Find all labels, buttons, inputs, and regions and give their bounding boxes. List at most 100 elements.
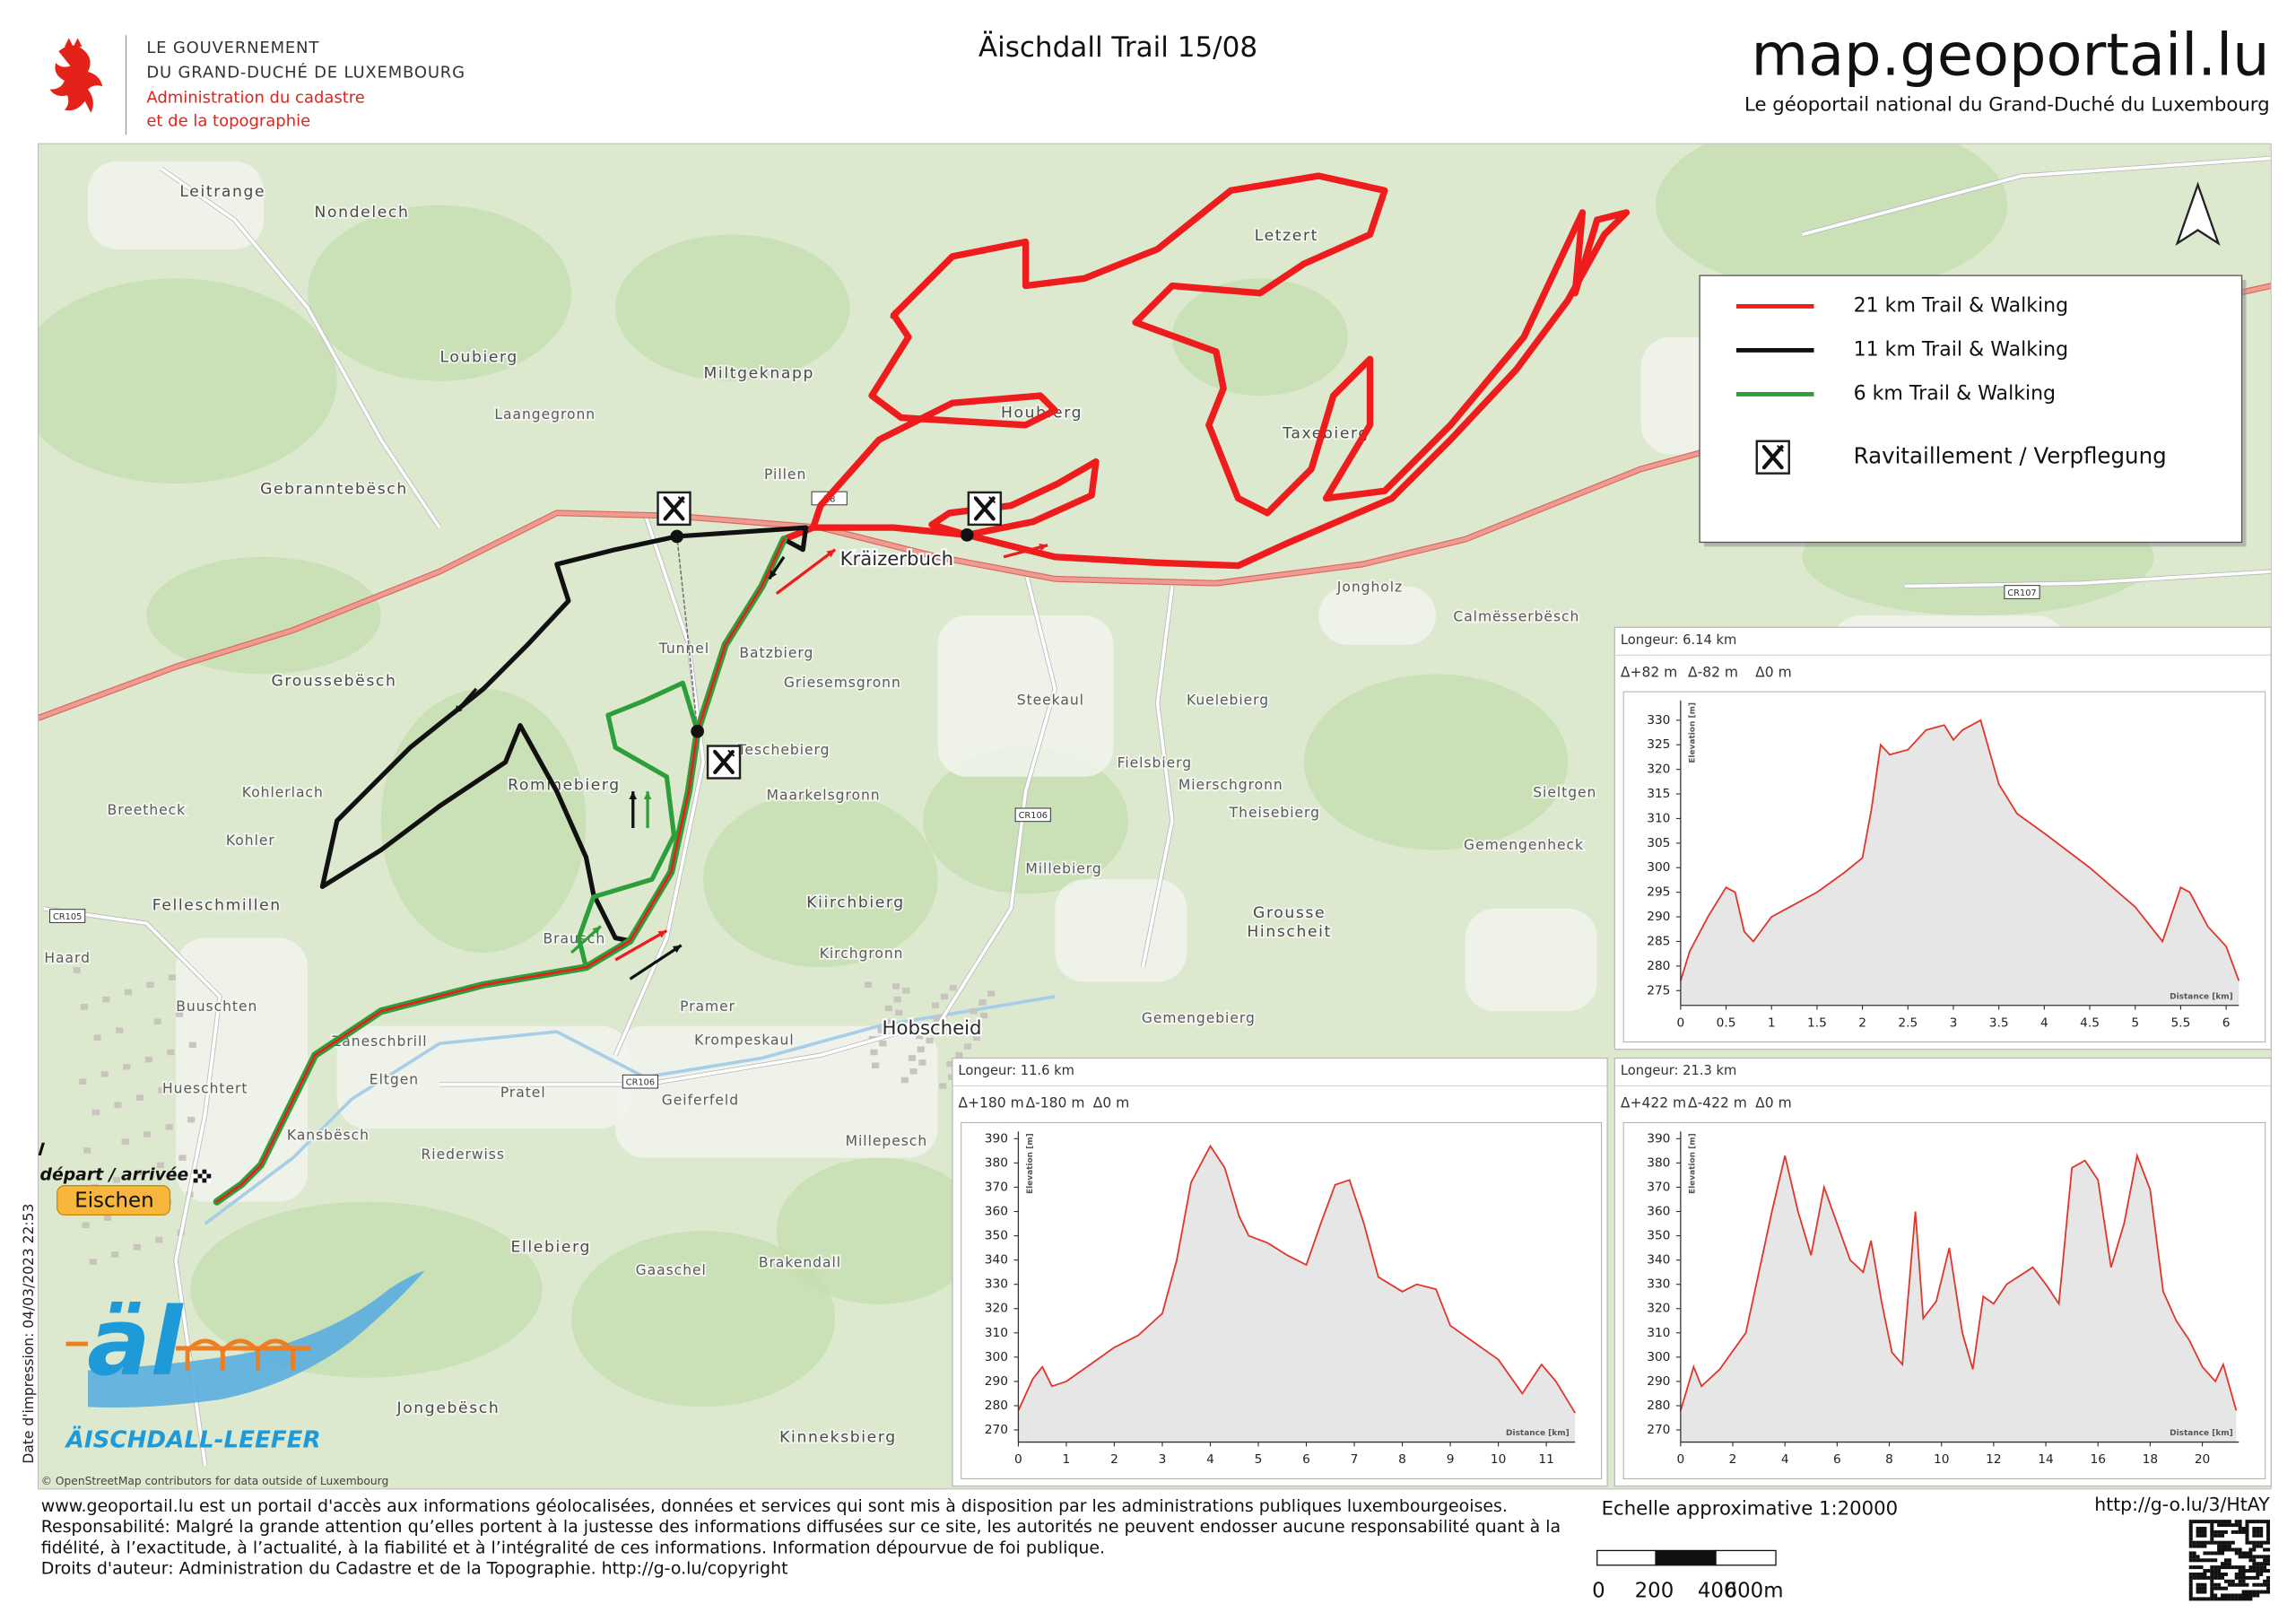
- qr-module: [2196, 1544, 2200, 1548]
- place-label: Gebranntebësch: [260, 481, 408, 499]
- place-label: Pramer: [680, 998, 735, 1015]
- qr-module: [2266, 1555, 2271, 1559]
- building: [121, 1138, 129, 1145]
- qr-module: [2238, 1551, 2242, 1556]
- qr-module: [2234, 1572, 2239, 1576]
- y-tick-label: 380: [1647, 1155, 1670, 1170]
- qr-module: [2252, 1540, 2257, 1545]
- qr-module: [2213, 1558, 2218, 1563]
- qr-module: [2221, 1540, 2225, 1545]
- qr-module: [2259, 1562, 2264, 1566]
- qr-module: [2227, 1547, 2231, 1552]
- y-tick-label: 320: [985, 1302, 1008, 1316]
- site-name: map.geoportail.lu: [1751, 21, 2269, 89]
- qr-module: [2263, 1555, 2267, 1559]
- open-field: [88, 161, 265, 249]
- page-title: Äischdall Trail 15/08: [978, 30, 1257, 64]
- qr-module: [2210, 1597, 2214, 1601]
- qr-module: [2223, 1529, 2228, 1534]
- place-label: Brakendall: [759, 1255, 841, 1271]
- direction-arrow: [775, 548, 837, 595]
- qr-module: [2259, 1520, 2264, 1524]
- qr-module: [2223, 1579, 2228, 1583]
- map-overlay: Start / Ziel départ / arrivée Eischen 21 km…: [38, 181, 2247, 1487]
- qr-module: [2217, 1572, 2222, 1576]
- building: [877, 1027, 885, 1033]
- direction-arrow: [629, 944, 683, 980]
- disclaimer-line: www.geoportail.lu est un portail d'accès…: [41, 1496, 1508, 1516]
- y-tick-label: 390: [985, 1131, 1008, 1146]
- profile-stat: Δ0 m: [1755, 1095, 1792, 1111]
- qr-module: [2266, 1537, 2271, 1541]
- qr-module: [2213, 1569, 2218, 1573]
- qr-module: [2196, 1533, 2200, 1538]
- building: [135, 1094, 144, 1101]
- qr-module: [2196, 1565, 2200, 1570]
- y-tick-label: 300: [1647, 860, 1670, 875]
- qr-module: [2213, 1572, 2218, 1576]
- qr-module: [2252, 1565, 2257, 1570]
- short-url: http://g-o.lu/3/HtAY: [2094, 1494, 2270, 1515]
- y-tick-label: 280: [1647, 1399, 1670, 1413]
- qr-module: [2266, 1575, 2271, 1580]
- qr-module: [2188, 1565, 2193, 1570]
- qr-module: [2263, 1558, 2267, 1563]
- trails: [213, 172, 1631, 1206]
- checkered-flag: [193, 1169, 198, 1174]
- qr-module: [2188, 1572, 2193, 1576]
- scale-label: 200: [1635, 1580, 1674, 1603]
- qr-module: [2234, 1520, 2239, 1524]
- building: [187, 1116, 196, 1123]
- checkered-flag: [197, 1178, 203, 1183]
- building: [955, 1051, 963, 1059]
- y-tick-label: 350: [1647, 1229, 1670, 1243]
- place-label: Eltgen: [370, 1072, 419, 1088]
- qr-module: [2259, 1555, 2264, 1559]
- qr-module: [2188, 1582, 2193, 1587]
- checkered-flag: [197, 1173, 203, 1179]
- qr-module: [2196, 1586, 2200, 1590]
- qr-module: [2227, 1562, 2231, 1566]
- admin-line: et de la topographie: [146, 112, 310, 131]
- place-label: Breetheck: [108, 802, 187, 818]
- qr-module: [2259, 1540, 2264, 1545]
- qr-module: [2234, 1547, 2239, 1552]
- road-label: CR106: [626, 1077, 655, 1087]
- y-tick-label: 340: [1647, 1253, 1670, 1268]
- qr-module: [2203, 1520, 2207, 1524]
- qr-module: [2259, 1590, 2264, 1594]
- forest: [615, 234, 850, 381]
- qr-module: [2217, 1575, 2222, 1580]
- qr-module: [2223, 1544, 2228, 1548]
- building: [948, 1074, 956, 1081]
- x-tick-label: 10: [1491, 1452, 1506, 1467]
- qr-module: [2192, 1565, 2196, 1570]
- start-town: Eischen: [74, 1189, 153, 1212]
- x-tick-label: 2: [1110, 1452, 1118, 1467]
- elevation-line: [1017, 1144, 1576, 1414]
- building: [146, 981, 154, 989]
- elevation-area: [1680, 719, 2239, 1006]
- government-logo: LE GOUVERNEMENT DU GRAND-DUCHÉ DE LUXEMB…: [49, 35, 465, 135]
- road: [439, 1024, 924, 1086]
- building: [93, 1034, 101, 1041]
- place-label: Grousse: [1253, 904, 1326, 922]
- qr-module: [2238, 1575, 2242, 1580]
- elevation-line: [1679, 1153, 2238, 1411]
- profile-stat: Δ+82 m: [1621, 664, 1677, 680]
- qr-module: [2206, 1569, 2211, 1573]
- y-tick-label: 320: [1647, 763, 1670, 777]
- qr-module: [2259, 1533, 2264, 1538]
- x-tick-label: 18: [2143, 1452, 2158, 1467]
- qr-module: [2227, 1579, 2231, 1583]
- scale-label: 600m: [1725, 1580, 1784, 1603]
- qr-module: [2231, 1565, 2235, 1570]
- legend-label: 6 km Trail & Walking: [1854, 382, 2056, 405]
- building: [102, 996, 110, 1003]
- building: [100, 1071, 109, 1077]
- y-tick-label: 330: [1647, 713, 1670, 728]
- qr-module: [2266, 1579, 2271, 1583]
- qr-module: [2256, 1555, 2260, 1559]
